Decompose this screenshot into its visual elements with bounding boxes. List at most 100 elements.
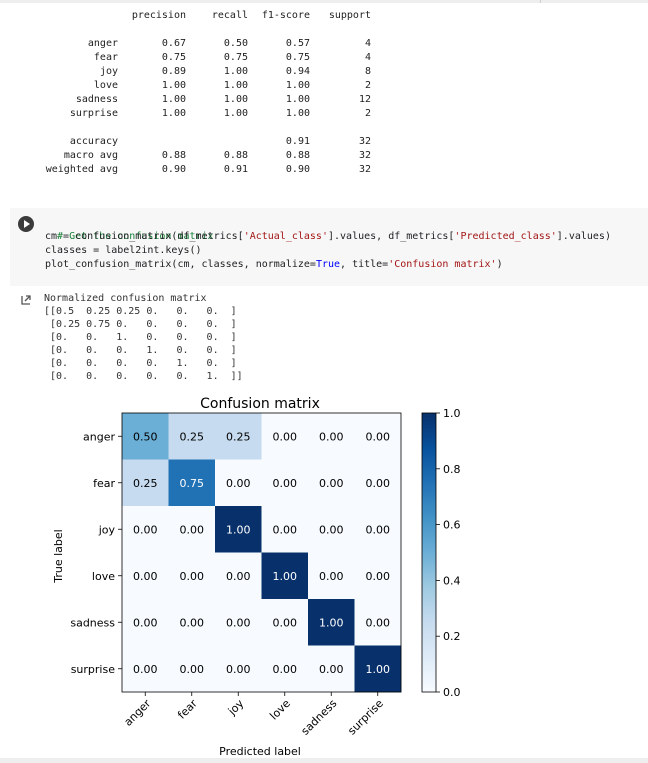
- heatmap-cell-label: 0.00: [366, 430, 391, 443]
- heatmap-cell: [168, 645, 216, 693]
- report-cell: 1.00: [161, 108, 186, 119]
- report-summary-cell: 0.91: [285, 136, 310, 147]
- heatmap-cell: [168, 459, 216, 507]
- heatmap-cell: [168, 413, 216, 460]
- run-cell-button[interactable]: [18, 216, 34, 232]
- heatmap-cell: [215, 552, 262, 600]
- heatmap-cell: [261, 599, 309, 646]
- x-tick-label: sadness: [299, 697, 340, 738]
- heatmap-cell: [168, 552, 216, 600]
- heatmap-cell-label: 0.00: [273, 523, 298, 536]
- report-cell: 8: [364, 66, 371, 77]
- report-header: precision: [131, 10, 186, 21]
- heatmap-cell: [308, 599, 355, 646]
- heatmap-cell-label: 0.00: [366, 523, 391, 536]
- heatmap-cell-label: 0.00: [366, 570, 391, 583]
- matrix-row: [0. 0. 0. 1. 0. 0. ]: [44, 345, 237, 356]
- report-cell: 0.75: [161, 52, 186, 63]
- code-line-cm[interactable]: cm = confusion_matrix(df_metrics['Actual…: [45, 231, 611, 242]
- colorbar-tick-label: 1.0: [443, 407, 461, 420]
- report-row-label: joy: [99, 66, 118, 77]
- code-cell[interactable]: [10, 208, 648, 286]
- output-icon: [21, 295, 31, 305]
- code-line-plot[interactable]: plot_confusion_matrix(cm, classes, norma…: [45, 259, 503, 270]
- heatmap-cell-label: 0.00: [366, 477, 391, 490]
- y-tick-label: joy: [98, 523, 116, 536]
- colorbar-tick-label: 0.8: [443, 463, 461, 476]
- report-cell: 1.00: [223, 94, 248, 105]
- report-summary-cell: 32: [358, 136, 371, 147]
- code-line-comment[interactable]: # Get the confusion matrix: [45, 216, 214, 244]
- heatmap-cell: [168, 599, 216, 646]
- report-cell: 0.75: [285, 52, 310, 63]
- report-summary-cell: 0.90: [285, 164, 310, 175]
- heatmap-cell: [354, 413, 402, 460]
- heatmap-cell-label: 0.00: [180, 663, 205, 676]
- heatmap-cell: [354, 645, 402, 693]
- report-row-label: fear: [93, 52, 118, 63]
- heatmap-cell: [308, 506, 355, 553]
- heatmap-cell: [308, 459, 355, 507]
- heatmap-cell-label: 1.00: [366, 663, 391, 676]
- code-line-classes[interactable]: classes = label2int.keys(): [45, 245, 202, 256]
- heatmap-cell-label: 0.00: [273, 663, 298, 676]
- chart-title: Confusion matrix: [200, 396, 320, 412]
- report-cell: 1.00: [285, 94, 310, 105]
- heatmap-cell-label: 0.00: [180, 570, 205, 583]
- report-summary-cell: 0.90: [161, 164, 186, 175]
- report-cell: 1.00: [223, 80, 248, 91]
- y-tick-label: anger: [83, 430, 115, 443]
- heatmap-cell: [261, 506, 309, 553]
- heatmap-cell-label: 0.00: [319, 430, 344, 443]
- x-tick-label: love: [267, 697, 293, 723]
- x-tick-label: anger: [122, 697, 154, 729]
- report-header: support: [328, 10, 371, 21]
- heatmap-cell: [261, 645, 309, 693]
- x-tick-label: fear: [175, 697, 200, 722]
- heatmap-cell-label: 0.00: [226, 616, 251, 629]
- colorbar-tick-label: 0.2: [443, 630, 461, 643]
- heatmap-cell-label: 0.25: [226, 430, 251, 443]
- report-header: recall: [211, 10, 248, 21]
- x-tick-label: joy: [225, 697, 247, 719]
- report-cell: 12: [358, 94, 371, 105]
- heatmap-cell-label: 0.25: [180, 430, 205, 443]
- y-tick-label: love: [92, 570, 115, 583]
- heatmap-cell: [308, 413, 355, 460]
- heatmap-cell: [122, 552, 169, 600]
- heatmap-cell-label: 0.00: [273, 430, 298, 443]
- heatmap-cell-labels: 0.50 0.25 0.25 0.00 0.00 0.00 0.25 0.75 0.00 0.00…: [133, 430, 390, 676]
- heatmap-cells: [122, 413, 402, 693]
- heatmap-cell: [354, 506, 402, 553]
- heatmap-cell-label: 0.00: [273, 616, 298, 629]
- report-summary-cell: 0.88: [285, 150, 310, 161]
- x-axis-ticks: anger fear joy love sadness surprise: [122, 692, 386, 738]
- y-axis-ticks: anger fear joy love sadness surprise: [70, 430, 122, 676]
- heatmap-cell: [122, 645, 169, 693]
- matrix-row: [0. 0. 0. 0. 0. 1. ]]: [44, 371, 243, 382]
- report-row-label: surprise: [69, 108, 118, 119]
- heatmap-cell-label: 0.25: [133, 477, 158, 490]
- code-comment: # Get the confusion matrix: [57, 231, 214, 242]
- report-summary-cell: 0.91: [223, 164, 248, 175]
- colorbar-tick-label: 0.6: [443, 519, 461, 532]
- colorbar-gradient: [421, 412, 437, 693]
- heatmap-cell-label: 1.00: [319, 616, 344, 629]
- report-summary-cell: 0.88: [161, 150, 186, 161]
- heatmap-cell-label: 0.00: [133, 663, 158, 676]
- report-row-label: love: [93, 80, 118, 91]
- y-tick-label: sadness: [70, 616, 115, 629]
- report-cell: 0.50: [223, 38, 248, 49]
- report-cell: 1.00: [161, 94, 186, 105]
- heatmap-cell: [215, 413, 262, 460]
- heatmap-cell-label: 0.00: [366, 616, 391, 629]
- heatmap-cell: [261, 413, 309, 460]
- x-axis-label: Predicted label: [219, 745, 301, 758]
- play-icon: [24, 220, 30, 228]
- heatmap-cell-label: 0.00: [319, 663, 344, 676]
- heatmap-cell: [261, 552, 309, 600]
- report-summary-cell: 32: [358, 164, 371, 175]
- heatmap-cell-label: 0.00: [180, 616, 205, 629]
- matrix-row: [0. 0. 1. 0. 0. 0. ]: [44, 332, 237, 343]
- x-tick-label: surprise: [345, 697, 386, 738]
